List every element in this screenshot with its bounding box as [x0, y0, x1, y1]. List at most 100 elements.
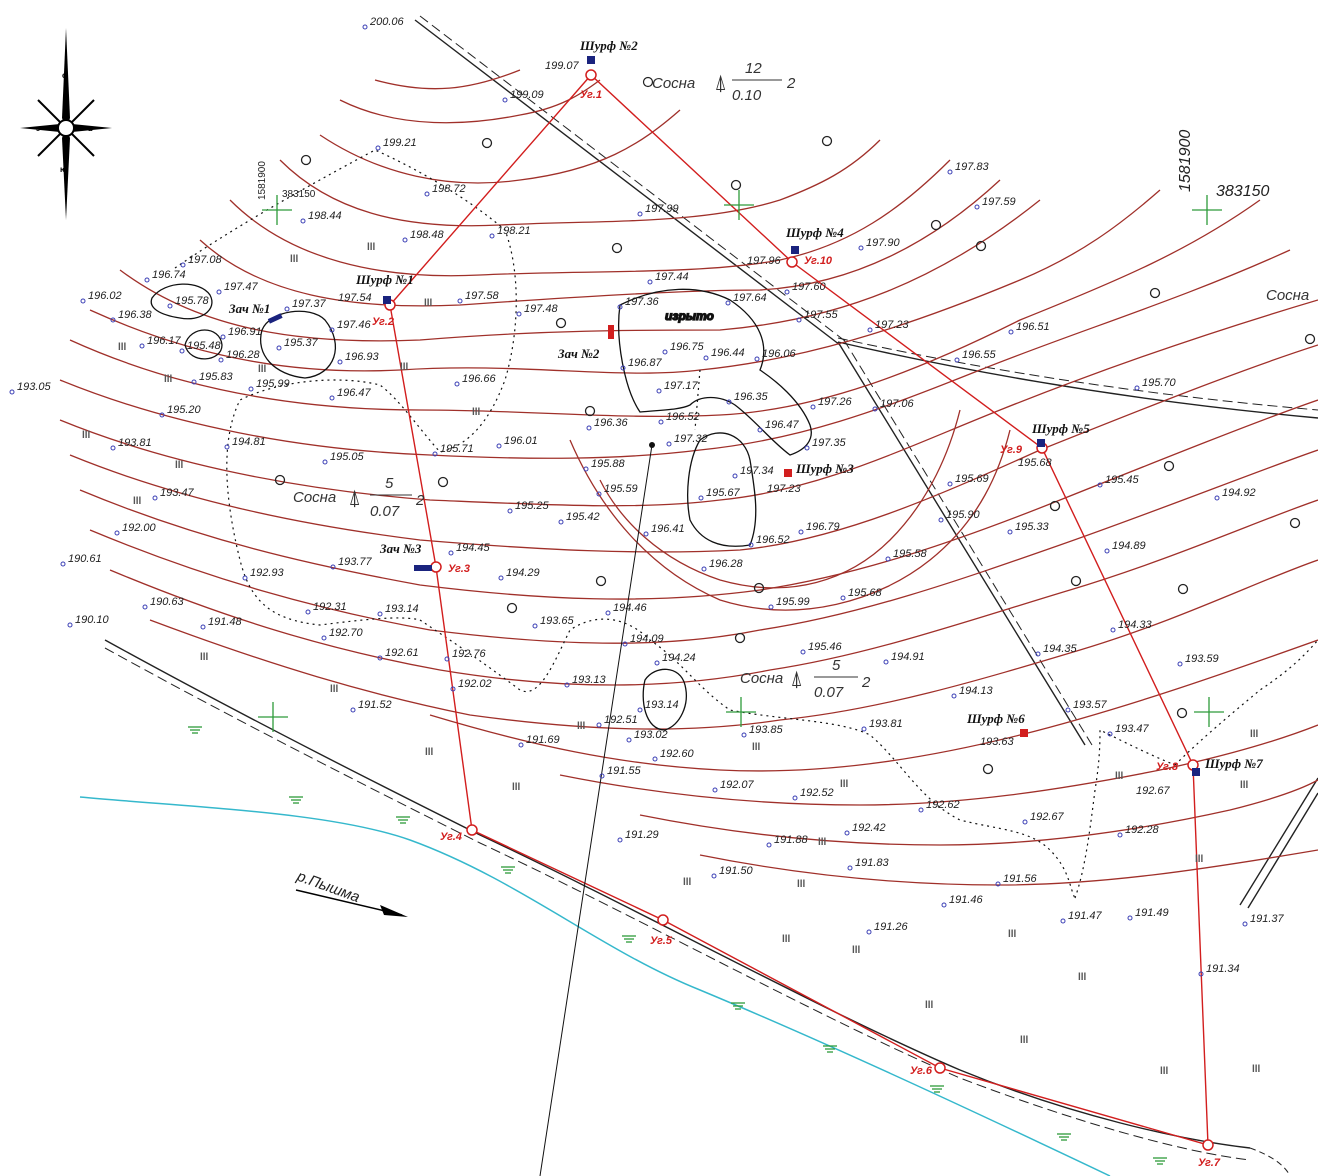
elevation-label: 194.89: [1112, 540, 1146, 552]
elevation-point: [947, 169, 953, 175]
tree-2: Сосна ⍋ 5 0.07 2: [293, 475, 425, 520]
elevation-label: 191.48: [208, 616, 243, 628]
elevation-point: [701, 566, 707, 572]
elevation-point: [1060, 918, 1066, 924]
elevation-label: 195.70: [1142, 377, 1177, 389]
elevation-point: [605, 610, 611, 616]
elevation-point: [652, 756, 658, 762]
angle-label: Уг.4: [440, 831, 462, 843]
elevation-label: 197.37: [292, 298, 327, 310]
elevation-point: [432, 451, 438, 457]
svg-text:2: 2: [415, 492, 425, 509]
elevation-point: [114, 530, 120, 536]
elevation-label: 194.09: [630, 633, 664, 645]
elevation-label: 195.46: [808, 641, 843, 653]
elevation-label: 194.29: [506, 567, 540, 579]
angle-label: Уг.6: [910, 1065, 933, 1077]
svg-text:lll: lll: [782, 934, 791, 945]
elevation-label: 195.99: [776, 596, 810, 608]
svg-text:0.07: 0.07: [814, 684, 844, 701]
elevation-label: 193.81: [869, 718, 903, 730]
elevation-label: 193.81: [118, 437, 152, 449]
elevation-label: 196.55: [962, 349, 997, 361]
elevation-label: 194.91: [891, 651, 925, 663]
elevation-label: 191.83: [855, 857, 890, 869]
elevation-point: [532, 623, 538, 629]
elevation-label: 191.47: [1068, 910, 1103, 922]
elevation-label: 191.37: [1250, 913, 1285, 925]
elevation-point: [626, 737, 632, 743]
elevation-label: 192.00: [122, 522, 157, 534]
elevation-point: [444, 656, 450, 662]
elevation-label: 197.32: [674, 433, 708, 445]
elevation-point: [784, 289, 790, 295]
elevation-point: [144, 277, 150, 283]
elevation-label: 195.69: [955, 473, 989, 485]
svg-text:lll: lll: [1250, 729, 1259, 740]
elevation-label: 192.02: [458, 678, 492, 690]
elevation-point: [179, 348, 185, 354]
elevation-point: [496, 443, 502, 449]
elevation-point: [1134, 385, 1140, 391]
elevation-point: [938, 517, 944, 523]
elevation-point: [1008, 329, 1014, 335]
elevation-point: [516, 311, 522, 317]
elevation-label: 196.28: [709, 558, 744, 570]
elevation-label: 191.34: [1206, 963, 1240, 975]
elevation-label: 192.67: [1030, 811, 1065, 823]
elevation-point: [596, 491, 602, 497]
elevation-label: 197.58: [465, 290, 500, 302]
elevation-label: 192.07: [720, 779, 755, 791]
elevation-label: 195.83: [199, 371, 234, 383]
pit-label: Зач №3: [379, 541, 422, 556]
elevation-label: 197.83: [955, 161, 990, 173]
angle-label: Уг.9: [1000, 444, 1023, 456]
elevation-label: 198.21: [497, 225, 531, 237]
elevation-point: [654, 660, 660, 666]
elevation-point: [974, 204, 980, 210]
compass-rose: с з в ю: [20, 28, 112, 220]
elevation-point: [224, 444, 230, 450]
pit-label: Шурф №4: [785, 225, 844, 240]
elevation-point: [698, 495, 704, 501]
elevation-point: [375, 145, 381, 151]
elevation-label: 194.24: [662, 652, 696, 664]
elevation-label: 194.81: [232, 436, 266, 448]
svg-text:lll: lll: [1160, 1066, 1169, 1077]
angle-label: Уг.5: [650, 935, 673, 947]
tree-4: Сосна: [1266, 287, 1309, 304]
svg-text:lll: lll: [1115, 771, 1124, 782]
pit-elevation: 193.63: [980, 736, 1015, 748]
elevation-label: 198.44: [308, 210, 342, 222]
elevation-label: 194.45: [456, 542, 491, 554]
elevation-point: [711, 873, 717, 879]
elevation-label: 196.41: [651, 523, 685, 535]
svg-text:lll: lll: [925, 1000, 934, 1011]
pit-elevation: 197.96: [747, 255, 782, 267]
elevation-point: [647, 279, 653, 285]
elevation-label: 197.48: [524, 303, 559, 315]
elevation-label: 193.57: [1073, 699, 1108, 711]
elevation-label: 193.47: [1115, 723, 1150, 735]
elevation-point: [284, 306, 290, 312]
angle-label: Уг.2: [372, 316, 394, 328]
elevation-label: 192.51: [604, 714, 638, 726]
elevation-label: 195.90: [946, 509, 981, 521]
excavation-4: [687, 432, 757, 547]
elevation-point: [502, 97, 508, 103]
elevation-label: 196.74: [152, 269, 186, 281]
compass-east-label: в: [88, 124, 93, 133]
elevation-point: [248, 386, 254, 392]
elevation-label: 195.37: [284, 337, 319, 349]
elevation-label: 197.64: [733, 292, 767, 304]
compass-south-label: ю: [60, 165, 67, 174]
elevation-label: 196.66: [462, 373, 497, 385]
angle-labels: Уг.1 Уг.2 Уг.3 Уг.4 Уг.5 Уг.6 Уг.7 Уг.8 …: [372, 89, 1221, 1169]
elevation-point: [1104, 548, 1110, 554]
dug-label: изрыто: [665, 309, 714, 323]
grid-x-label-small: 1581900: [257, 161, 268, 200]
elevation-point: [800, 649, 806, 655]
elevation-label: 193.59: [1185, 653, 1219, 665]
elevation-label: 199.09: [510, 89, 544, 101]
elevation-label: 197.35: [812, 437, 847, 449]
